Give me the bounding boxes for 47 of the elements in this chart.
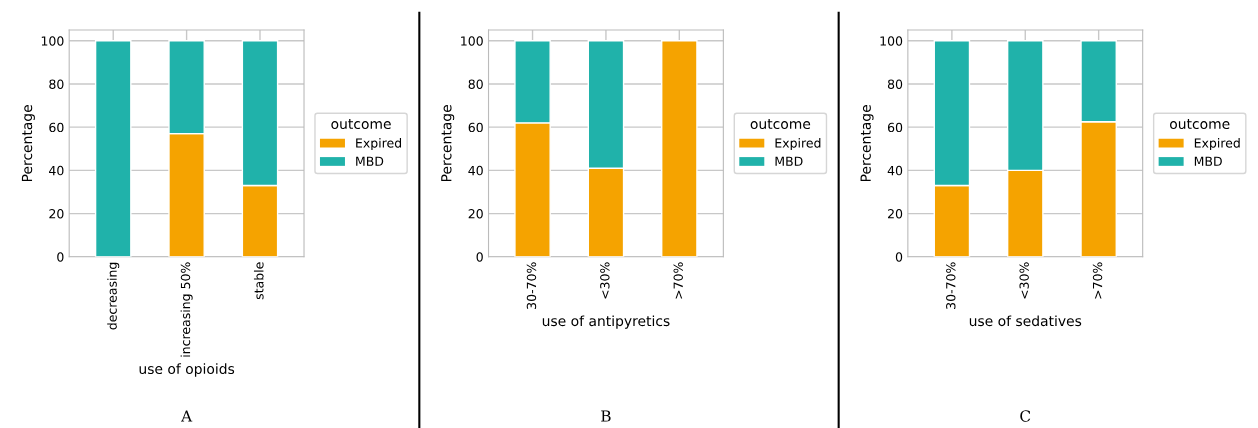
y-tick-label: 0 [895, 252, 903, 262]
y-tick-label: 60 [468, 122, 483, 133]
text: A [181, 410, 193, 422]
x-tick-label: 30-70% [526, 262, 537, 309]
y-tick-label: 80 [887, 79, 903, 89]
y-axis-title: Percentage [441, 105, 455, 182]
legend-label: Expired [1194, 138, 1240, 151]
y-tick-label: 60 [49, 122, 64, 133]
y-tick-label: 100 [41, 36, 64, 46]
bar [94, 40, 132, 257]
x-axis-title: use of opioids [139, 363, 235, 377]
legend-title: outcome [1170, 119, 1230, 130]
legend-label: Expired [775, 138, 821, 151]
x-tick-label: >70% [1092, 262, 1103, 299]
x-tick-label: stable [253, 262, 264, 300]
y-tick-label: 20 [49, 209, 64, 219]
y-tick-label: 80 [468, 79, 483, 89]
y-tick-label: 0 [476, 252, 483, 262]
y-tick-label: 40 [468, 165, 483, 176]
legend-label: Expired [356, 138, 402, 151]
y-tick-label: 80 [49, 79, 64, 89]
y-tick-label: 0 [57, 252, 64, 262]
x-axis-title: use of antipyretics [542, 315, 670, 329]
x-tick-label: <30% [600, 262, 610, 299]
y-tick-label: 40 [887, 165, 903, 176]
x-tick-label: 30-70% [946, 262, 956, 309]
text: B [601, 410, 611, 422]
x-tick-label: >70% [673, 262, 683, 299]
x-tick-label: decreasing [107, 262, 120, 330]
legend-label: MBD [1194, 156, 1222, 166]
y-axis-title: Percentage [860, 105, 874, 182]
bar [661, 40, 698, 257]
y-axis-title: Percentage [21, 105, 35, 182]
legend-title: outcome [331, 119, 391, 130]
y-tick-label: 20 [888, 209, 903, 219]
legend-label: MBD [356, 156, 384, 166]
y-tick-label: 20 [468, 209, 483, 219]
x-axis-title: use of sedatives [969, 315, 1082, 327]
y-tick-label: 100 [461, 36, 483, 46]
x-tick-label: increasing 50% [180, 262, 193, 357]
y-tick-label: 100 [880, 36, 903, 46]
y-tick-label: 60 [887, 122, 903, 133]
x-tick-label: <30% [1019, 262, 1029, 299]
text: C [1020, 410, 1031, 422]
legend-title: outcome [750, 119, 811, 130]
y-tick-label: 40 [49, 165, 64, 176]
legend-label: MBD [775, 156, 803, 166]
